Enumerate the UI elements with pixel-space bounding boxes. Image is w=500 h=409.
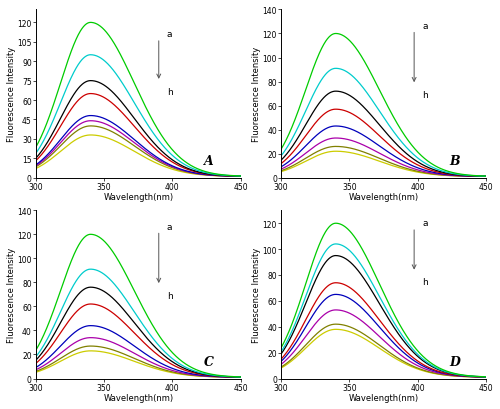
X-axis label: Wavelength(nm): Wavelength(nm) [348,393,418,402]
Text: a: a [422,22,428,31]
Y-axis label: Fluorescence Intensity: Fluorescence Intensity [252,247,261,342]
Y-axis label: Fluorescence Intensity: Fluorescence Intensity [7,47,16,142]
Text: h: h [167,88,172,97]
Text: B: B [449,155,460,168]
X-axis label: Wavelength(nm): Wavelength(nm) [103,393,174,402]
Text: C: C [204,355,214,368]
Text: D: D [449,355,460,368]
Text: a: a [167,222,172,231]
X-axis label: Wavelength(nm): Wavelength(nm) [103,193,174,202]
Text: h: h [167,291,172,300]
Text: a: a [167,30,172,39]
X-axis label: Wavelength(nm): Wavelength(nm) [348,193,418,202]
Text: h: h [422,91,428,100]
Y-axis label: Fluorescence Intensity: Fluorescence Intensity [252,47,261,142]
Text: a: a [422,219,428,228]
Y-axis label: Fluorescence Intensity: Fluorescence Intensity [7,247,16,342]
Text: h: h [422,278,428,287]
Text: A: A [204,155,214,168]
